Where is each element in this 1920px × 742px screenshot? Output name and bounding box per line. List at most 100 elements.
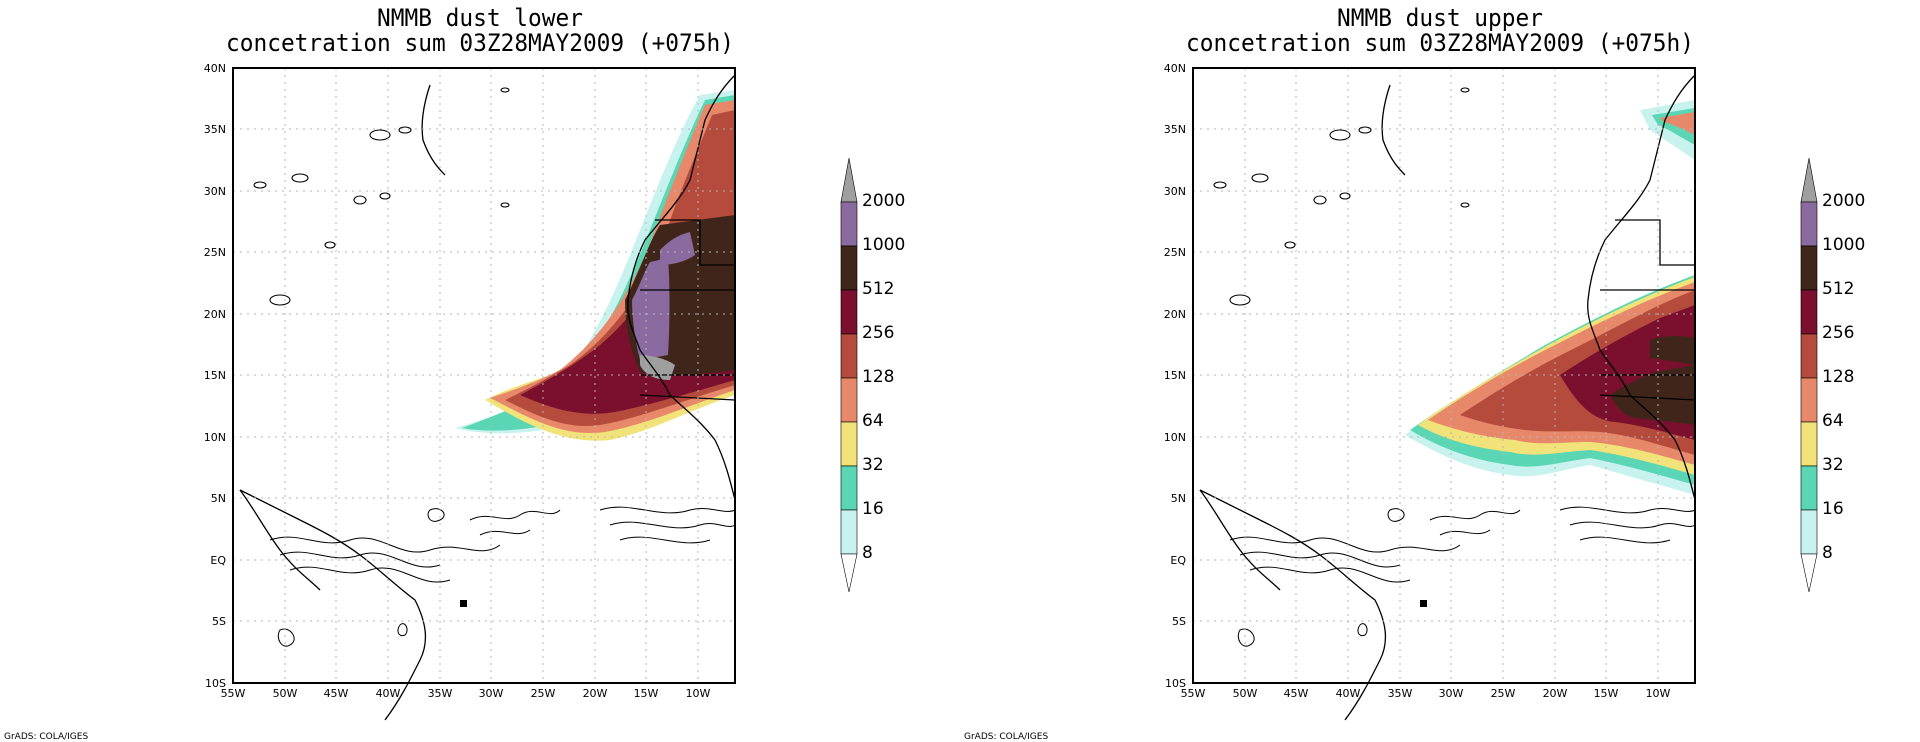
svg-text:5N: 5N [1171, 492, 1186, 505]
svg-text:1000: 1000 [862, 235, 905, 255]
svg-text:32: 32 [862, 455, 884, 475]
svg-text:10S: 10S [1165, 677, 1186, 690]
svg-text:256: 256 [1822, 323, 1854, 343]
svg-text:30N: 30N [204, 185, 226, 198]
svg-text:256: 256 [862, 323, 894, 343]
svg-text:10W: 10W [1646, 687, 1671, 700]
svg-text:15W: 15W [1594, 687, 1619, 700]
svg-text:10N: 10N [204, 431, 226, 444]
colorbar-swatch [1800, 377, 1818, 423]
map-title-line1: NMMB dust upper [1337, 4, 1543, 32]
colorbar-swatch [1800, 333, 1818, 379]
svg-text:25N: 25N [1164, 246, 1186, 259]
colorbar-swatch [840, 201, 858, 247]
svg-text:10W: 10W [686, 687, 711, 700]
colorbar-swatch [840, 553, 858, 593]
map-title-line2: concetration sum 03Z28MAY2009 (+075h) [226, 29, 734, 57]
svg-text:30W: 30W [1439, 687, 1464, 700]
colorbar-swatch [1800, 157, 1818, 203]
svg-text:64: 64 [1822, 411, 1844, 431]
colorbar-labels: 2000 1000 512 256 128 64 32 16 8 [1822, 191, 1865, 563]
dust-plume-upper [1405, 100, 1695, 495]
svg-text:128: 128 [862, 367, 894, 387]
colorbar-swatch [1800, 245, 1818, 291]
lon-labels-upper: 55W 50W 45W 40W 35W 30W 25W 20W 15W 10W [1181, 687, 1671, 700]
colorbar-swatch [1800, 509, 1818, 555]
svg-text:2000: 2000 [862, 191, 905, 211]
svg-text:EQ: EQ [1170, 554, 1186, 567]
map-canvas-upper: 40N 35N 30N 25N 20N 15N 10N 5N EQ 5S 10S… [1164, 62, 1865, 721]
map-canvas-lower: 40N 35N 30N 25N 20N 15N 10N 5N EQ 5S 10S… [204, 62, 905, 721]
svg-text:40W: 40W [1336, 687, 1361, 700]
svg-text:128: 128 [1822, 367, 1854, 387]
map-panel-upper: NMMB dust upper concetration sum 03Z28MA… [960, 0, 1920, 742]
svg-text:10S: 10S [205, 677, 226, 690]
islands-upper [1213, 87, 1470, 306]
colorbar-swatch [1800, 201, 1818, 247]
svg-text:32: 32 [1822, 455, 1844, 475]
svg-text:5S: 5S [1172, 615, 1186, 628]
grads-credit: GrADS: COLA/IGES [964, 732, 1049, 742]
svg-text:30W: 30W [479, 687, 504, 700]
colorbar-swatches [1800, 157, 1818, 593]
map-frame-upper [1192, 67, 1696, 684]
svg-text:35N: 35N [1164, 123, 1186, 136]
precip-contours-upper [1229, 506, 1696, 647]
svg-text:30N: 30N [1164, 185, 1186, 198]
colorbar-swatch [840, 377, 858, 423]
map-frame-lower [232, 67, 736, 684]
svg-text:50W: 50W [273, 687, 298, 700]
colorbar-upper: 2000 1000 512 256 128 64 32 16 8 [1800, 157, 1865, 593]
colorbar-swatch [1800, 465, 1818, 511]
colorbar-swatches [840, 157, 858, 593]
dust-plume-lower [455, 90, 735, 441]
svg-text:40W: 40W [376, 687, 401, 700]
colorbar-swatch [1800, 421, 1818, 467]
svg-text:512: 512 [862, 279, 894, 299]
colorbar-swatch [840, 509, 858, 555]
marker-square-lower [460, 600, 467, 607]
colorbar-lower: 2000 1000 512 256 128 64 32 16 8 [840, 157, 905, 593]
colorbar-swatch [840, 245, 858, 291]
precip-contours-lower [269, 506, 736, 647]
lon-labels-lower: 55W 50W 45W 40W 35W 30W 25W 20W 15W 10W [221, 687, 711, 700]
svg-text:16: 16 [862, 499, 884, 519]
grid-lower [233, 68, 735, 683]
svg-text:15W: 15W [634, 687, 659, 700]
colorbar-swatch [840, 157, 858, 203]
svg-text:40N: 40N [204, 62, 226, 75]
grid-upper [1193, 68, 1695, 683]
svg-text:35W: 35W [428, 687, 453, 700]
map-title-line1: NMMB dust lower [377, 4, 583, 32]
svg-text:1000: 1000 [1822, 235, 1865, 255]
grads-credit: GrADS: COLA/IGES [4, 732, 89, 742]
svg-text:55W: 55W [1181, 687, 1206, 700]
marker-square-upper [1420, 600, 1427, 607]
svg-text:45W: 45W [1284, 687, 1309, 700]
svg-text:35N: 35N [204, 123, 226, 136]
coastlines-upper [1199, 74, 1696, 721]
svg-text:5N: 5N [211, 492, 226, 505]
svg-text:25W: 25W [1491, 687, 1516, 700]
svg-text:20W: 20W [1543, 687, 1568, 700]
svg-text:512: 512 [1822, 279, 1854, 299]
svg-text:20W: 20W [583, 687, 608, 700]
colorbar-labels: 2000 1000 512 256 128 64 32 16 8 [862, 191, 905, 563]
svg-text:50W: 50W [1233, 687, 1258, 700]
svg-text:25W: 25W [531, 687, 556, 700]
svg-text:15N: 15N [1164, 369, 1186, 382]
colorbar-swatch [840, 289, 858, 335]
svg-text:2000: 2000 [1822, 191, 1865, 211]
svg-text:55W: 55W [221, 687, 246, 700]
coastlines-lower [239, 74, 736, 721]
svg-text:20N: 20N [204, 308, 226, 321]
colorbar-swatch [840, 333, 858, 379]
lat-labels-upper: 40N 35N 30N 25N 20N 15N 10N 5N EQ 5S 10S [1164, 62, 1187, 690]
lat-labels-lower: 40N 35N 30N 25N 20N 15N 10N 5N EQ 5S 10S [204, 62, 227, 690]
colorbar-swatch [840, 465, 858, 511]
colorbar-swatch [1800, 553, 1818, 593]
svg-text:8: 8 [862, 543, 873, 563]
map-panel-lower: NMMB dust lower concetration sum 03Z28MA… [4, 4, 905, 742]
svg-text:40N: 40N [1164, 62, 1186, 75]
svg-text:35W: 35W [1388, 687, 1413, 700]
